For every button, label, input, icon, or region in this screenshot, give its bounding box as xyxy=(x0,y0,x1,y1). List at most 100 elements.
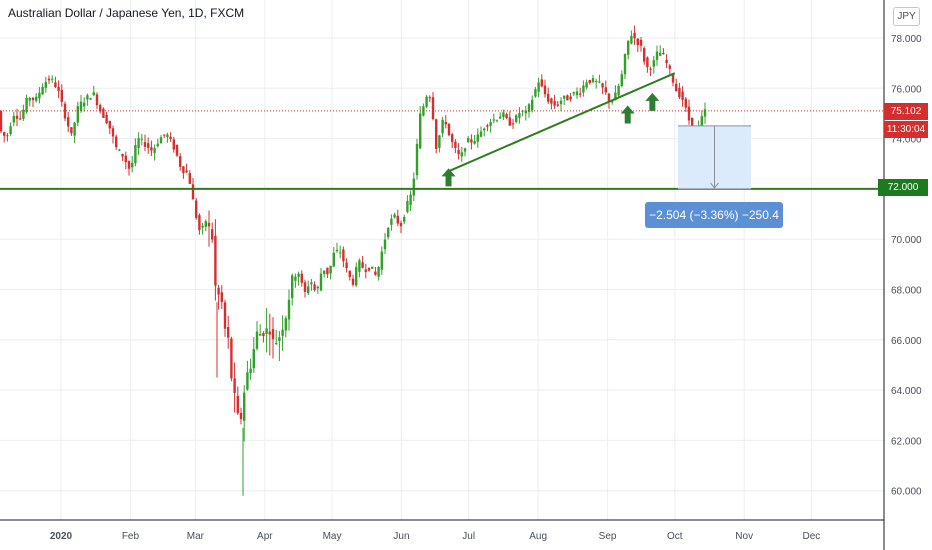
candle-up xyxy=(323,270,326,274)
candle-up xyxy=(703,109,707,117)
candle-down xyxy=(150,147,153,151)
candle-up xyxy=(294,276,297,281)
candle-down xyxy=(428,97,431,99)
candle-down xyxy=(300,273,303,283)
candle-up xyxy=(415,143,419,176)
candle-down xyxy=(3,132,6,136)
candle-up xyxy=(617,85,620,96)
y-tick-label: 68.000 xyxy=(891,286,922,297)
y-tick-label: 76.000 xyxy=(891,84,922,95)
candle-up xyxy=(438,135,441,148)
up-arrow xyxy=(645,92,660,111)
x-tick-label: Oct xyxy=(667,531,683,542)
candle-up xyxy=(611,101,614,103)
up-arrow xyxy=(620,105,635,124)
y-tick-label: 64.000 xyxy=(891,386,922,397)
candle-down xyxy=(195,200,198,218)
candle-down xyxy=(211,229,214,240)
candle-down xyxy=(233,378,236,393)
candle-down xyxy=(143,142,147,147)
candle-up xyxy=(287,299,291,320)
candle-up xyxy=(575,91,579,96)
candle-down xyxy=(179,156,182,167)
candle-up xyxy=(275,343,278,345)
currency-button[interactable]: JPY xyxy=(893,7,920,26)
candle-down xyxy=(105,114,108,124)
candle-down xyxy=(214,235,217,286)
candle-down xyxy=(185,170,188,173)
candle-up xyxy=(518,113,521,118)
candle-down xyxy=(111,128,115,137)
candle-down xyxy=(547,93,550,102)
candle-up xyxy=(623,54,627,75)
candle-up xyxy=(83,102,86,107)
candle-up xyxy=(659,52,662,56)
candle-down xyxy=(569,96,572,100)
candle-down xyxy=(326,267,329,275)
x-tick-label: Sep xyxy=(599,531,617,542)
candle-up xyxy=(28,97,31,101)
candle-up xyxy=(335,249,339,252)
candle-up xyxy=(591,78,595,83)
candle-down xyxy=(633,32,636,39)
candle-down xyxy=(6,135,9,137)
candle-down xyxy=(579,93,582,95)
candle-up xyxy=(441,119,444,134)
candle-up xyxy=(44,82,47,88)
x-tick-label: Nov xyxy=(735,531,753,542)
candle-down xyxy=(262,333,265,337)
candle-up xyxy=(419,113,422,149)
candle-up xyxy=(499,116,502,119)
support-level-tag: 72.000 xyxy=(878,179,928,196)
x-tick-label: Aug xyxy=(529,531,547,542)
candle-up xyxy=(559,100,563,105)
candle-up xyxy=(278,337,281,341)
candle-up xyxy=(476,134,479,142)
x-tick-label: Dec xyxy=(803,531,821,542)
candle-down xyxy=(668,65,671,69)
candle-up xyxy=(403,217,406,222)
candle-up xyxy=(156,143,159,147)
candle-down xyxy=(47,78,51,81)
candle-down xyxy=(268,331,271,335)
candle-up xyxy=(390,218,393,225)
candle-down xyxy=(220,292,223,303)
candle-down xyxy=(19,118,22,120)
candle-up xyxy=(467,138,470,143)
candle-down xyxy=(374,271,377,275)
candle-down xyxy=(543,85,547,95)
last-price-tag: 75.102 xyxy=(884,103,928,120)
candle-down xyxy=(566,95,569,101)
candle-down xyxy=(678,87,681,98)
candle-up xyxy=(598,81,601,83)
candle-down xyxy=(99,105,102,112)
candle-up xyxy=(572,92,575,94)
x-tick-label: Feb xyxy=(122,531,140,542)
candle-down xyxy=(0,110,3,132)
candle-down xyxy=(601,83,604,88)
candle-down xyxy=(127,161,131,169)
trendline xyxy=(448,72,676,173)
x-tick-label: Jul xyxy=(462,531,475,542)
candle-up xyxy=(131,162,134,168)
candle-up xyxy=(595,80,598,82)
candle-down xyxy=(396,215,399,224)
candle-up xyxy=(406,200,409,212)
candle-up xyxy=(537,82,540,92)
candle-down xyxy=(207,222,211,227)
candle-up xyxy=(204,221,207,227)
drawings[interactable] xyxy=(0,72,884,190)
y-tick-label: 62.000 xyxy=(891,436,922,447)
candle-up xyxy=(38,92,41,99)
candle-up xyxy=(76,106,79,123)
candle-down xyxy=(95,94,99,106)
candle-down xyxy=(588,80,591,84)
candle-down xyxy=(665,59,668,64)
candle-up xyxy=(495,120,499,122)
candle-down xyxy=(457,149,460,155)
candle-down xyxy=(556,104,559,106)
candle-down xyxy=(505,114,508,119)
candle-down xyxy=(646,57,649,68)
candle-down xyxy=(223,302,227,329)
